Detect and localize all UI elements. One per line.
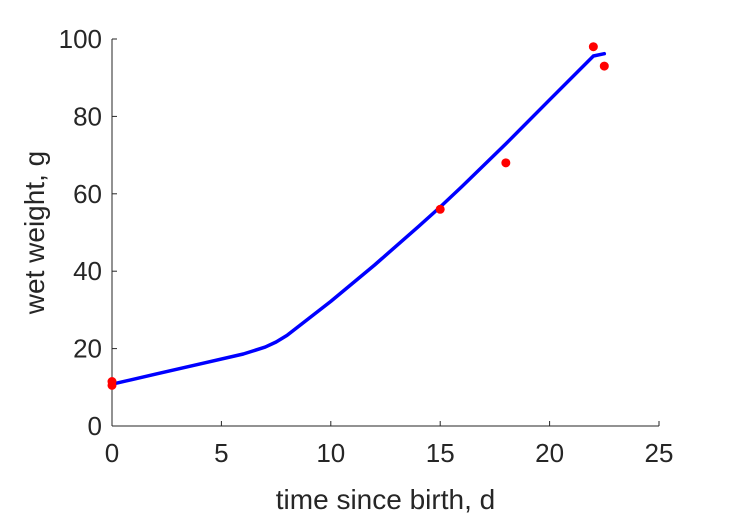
data-point: [588, 42, 598, 52]
x-tick-label: 0: [105, 438, 119, 468]
x-tick-label: 15: [426, 438, 455, 468]
axes: [111, 39, 659, 427]
x-axis-label: time since birth, d: [276, 484, 495, 515]
fit-curve-line: [110, 51, 607, 386]
data-point: [599, 61, 609, 71]
y-tick-label: 0: [88, 411, 102, 441]
y-axis-label: wet weight, g: [19, 151, 50, 315]
y-tick-label: 80: [73, 101, 102, 131]
data-point: [107, 380, 117, 390]
x-axis-ticks: 0 5 10 15 20 25: [105, 421, 674, 468]
y-tick-label: 100: [59, 24, 102, 54]
y-tick-label: 40: [73, 256, 102, 286]
y-tick-label: 60: [73, 179, 102, 209]
data-point: [435, 204, 445, 214]
data-point: [501, 158, 511, 168]
x-tick-label: 5: [214, 438, 228, 468]
x-tick-label: 25: [645, 438, 674, 468]
x-tick-label: 10: [316, 438, 345, 468]
y-tick-label: 20: [73, 334, 102, 364]
x-tick-label: 20: [535, 438, 564, 468]
plot-series: [107, 42, 609, 390]
y-axis-ticks: 0 20 40 60 80 100: [59, 24, 117, 441]
